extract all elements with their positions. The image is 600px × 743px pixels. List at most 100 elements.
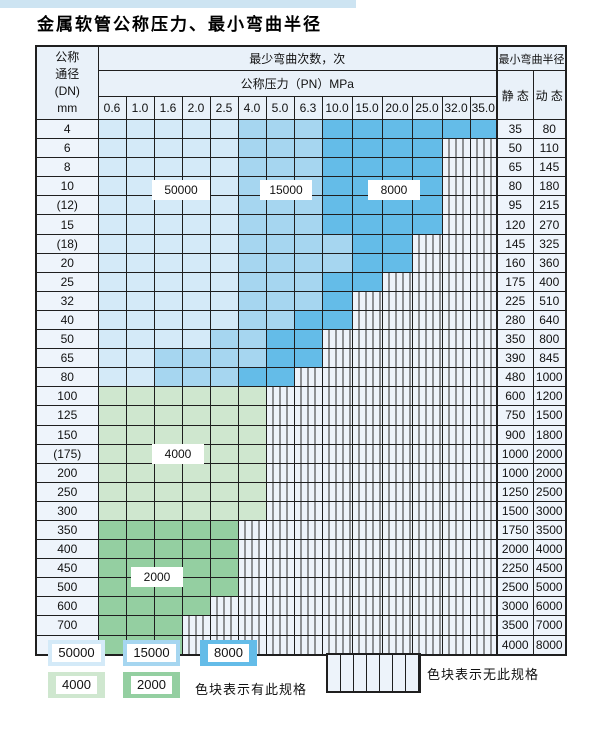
pressure-cell xyxy=(469,138,498,159)
pressure-cell xyxy=(441,500,471,521)
pressure-cell xyxy=(209,558,239,579)
pressure-cell xyxy=(351,443,383,464)
pressure-cell xyxy=(351,519,383,541)
pressure-cell xyxy=(265,558,295,579)
pressure-cell xyxy=(125,539,155,560)
dn-cell: 6 xyxy=(35,138,99,159)
pressure-cell xyxy=(125,519,155,541)
pressure-cell xyxy=(293,424,323,445)
table-row: 20 160 360 xyxy=(35,252,567,273)
pressure-cell xyxy=(469,367,498,388)
pressure-cell xyxy=(469,405,498,426)
pressure-cell xyxy=(125,405,155,426)
pressure-cell xyxy=(265,348,295,369)
pressure-cell xyxy=(381,252,413,273)
pressure-cell xyxy=(469,577,498,598)
static-cell: 50 xyxy=(496,138,534,159)
pressure-cell xyxy=(265,462,295,483)
dn-cell: 10 xyxy=(35,176,99,197)
pressure-cell xyxy=(469,195,498,216)
pressure-cell xyxy=(321,176,353,197)
legend-swatch-label: 8000 xyxy=(208,644,249,662)
pressure-cell xyxy=(411,386,443,407)
pressure-cell xyxy=(321,634,353,656)
pressure-cell xyxy=(411,348,443,369)
pressure-cell xyxy=(237,558,267,579)
pressure-cell xyxy=(125,233,155,254)
dynamic-cell: 7000 xyxy=(532,615,567,636)
pressure-cell xyxy=(293,329,323,350)
pressure-cell xyxy=(411,615,443,636)
pressure-cell xyxy=(125,309,155,331)
pressure-cell xyxy=(209,329,239,350)
pressure-cell xyxy=(351,329,383,350)
pressure-cell xyxy=(381,348,413,369)
pressure-cell xyxy=(351,157,383,178)
pressure-cell xyxy=(441,348,471,369)
spec-table-wrap: 公称 通径 (DN) mm 最少弯曲次数，次 最小弯曲半径 公称压力（PN）MPa 静… xyxy=(35,45,567,656)
pressure-cell xyxy=(209,195,239,216)
table-row: 40 280 640 xyxy=(35,309,567,331)
pressure-cell xyxy=(351,500,383,521)
pressure-cell xyxy=(209,367,239,388)
pressure-cell xyxy=(97,558,127,579)
pressure-cell xyxy=(441,615,471,636)
pressure-cell xyxy=(351,252,383,273)
pressure-cell xyxy=(265,443,295,464)
dynamic-cell: 2000 xyxy=(532,443,567,464)
pressure-cell xyxy=(237,157,267,178)
pressure-cell xyxy=(97,214,127,235)
pressure-cell xyxy=(351,386,383,407)
pressure-cell xyxy=(441,596,471,617)
pressure-cell xyxy=(293,367,323,388)
pressure-cell xyxy=(381,271,413,292)
pressure-cell xyxy=(153,252,183,273)
pressure-cell xyxy=(469,252,498,273)
pressure-cell xyxy=(237,615,267,636)
dn-cell: 4 xyxy=(35,118,99,140)
dynamic-cell: 3000 xyxy=(532,500,567,521)
pressure-cell xyxy=(411,329,443,350)
dn-cell: (12) xyxy=(35,195,99,216)
pressure-cell xyxy=(441,519,471,541)
dynamic-cell: 1500 xyxy=(532,405,567,426)
pressure-cell xyxy=(411,195,443,216)
pressure-cell xyxy=(321,596,353,617)
pressure-cell xyxy=(381,481,413,502)
pressure-cell xyxy=(97,500,127,521)
pressure-cell xyxy=(265,424,295,445)
pressure-cell xyxy=(321,271,353,292)
pressure-cell xyxy=(237,329,267,350)
pressure-cell xyxy=(209,271,239,292)
table-row: 450 2250 4500 xyxy=(35,558,567,579)
pressure-cell xyxy=(321,309,353,331)
pressure-cell xyxy=(181,367,211,388)
pressure-cell xyxy=(153,118,183,140)
pressure-cell xyxy=(237,176,267,197)
pressure-cell xyxy=(321,481,353,502)
pressure-cell xyxy=(351,539,383,560)
pressure-cell xyxy=(411,157,443,178)
pressure-cell xyxy=(153,462,183,483)
pressure-col-header: 2.0 xyxy=(181,96,211,120)
pressure-cell xyxy=(441,577,471,598)
pressure-cell xyxy=(469,309,498,331)
pressure-cell xyxy=(441,252,471,273)
dynamic-cell: 1200 xyxy=(532,386,567,407)
pressure-col-header: 4.0 xyxy=(237,96,267,120)
dynamic-cell: 145 xyxy=(532,157,567,178)
table-row: (175) 1000 2000 xyxy=(35,443,567,464)
pressure-cell xyxy=(153,481,183,502)
pressure-cell xyxy=(321,348,353,369)
pressure-cell xyxy=(293,118,323,140)
pressure-cell xyxy=(97,615,127,636)
dn-cell: 20 xyxy=(35,252,99,273)
dynamic-cell: 270 xyxy=(532,214,567,235)
pressure-cell xyxy=(411,424,443,445)
cycle-count-label: 8000 xyxy=(368,180,420,200)
pressure-cell xyxy=(153,500,183,521)
pressure-cell xyxy=(321,405,353,426)
pressure-cell xyxy=(209,577,239,598)
dynamic-cell: 110 xyxy=(532,138,567,159)
pressure-cell xyxy=(411,367,443,388)
